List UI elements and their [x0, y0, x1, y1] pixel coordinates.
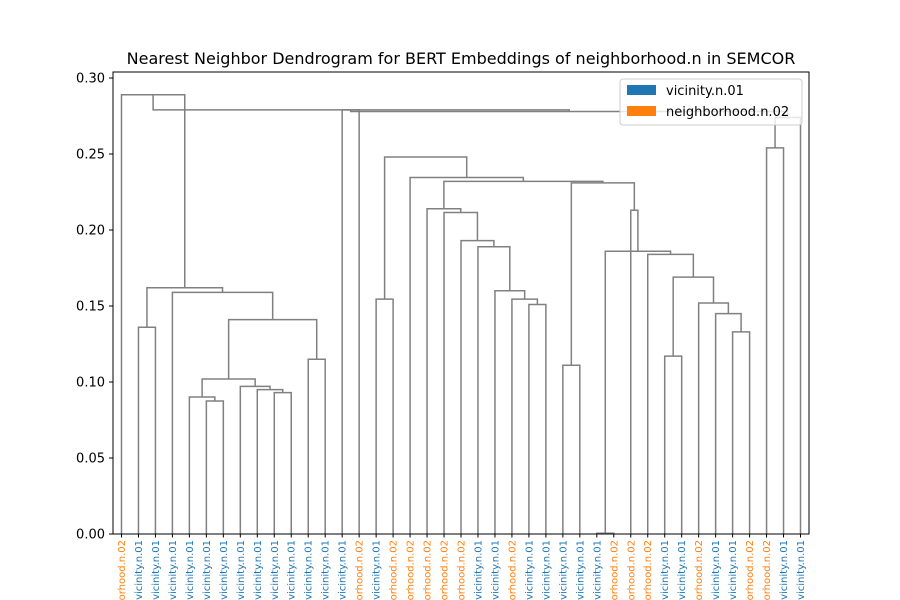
dendrogram-link-39: [152, 94, 570, 112]
leaf-label: vicinity.n.01: [711, 540, 722, 600]
leaf-label: vicinity.n.01: [541, 540, 552, 600]
legend-label: vicinity.n.01: [666, 84, 744, 99]
leaf-label: neighborhood.n.02: [745, 540, 756, 600]
legend-box: [619, 78, 803, 126]
dendrogram-link-35: [383, 156, 468, 300]
legend-swatch: [627, 106, 656, 116]
leaf-label: vicinity.n.01: [253, 540, 264, 600]
leaf-label: neighborhood.n.02: [440, 540, 451, 600]
leaf-label: vicinity.n.01: [796, 540, 807, 600]
leaf-labels: neighborhood.n.02 vicinity.n.01 vicinity.n…: [117, 534, 807, 600]
leaf-label: vicinity.n.01: [304, 540, 315, 600]
leaf-label: vicinity.n.01: [524, 540, 535, 600]
leaf-label: vicinity.n.01: [287, 540, 298, 600]
y-tick-label: 0.25: [76, 148, 105, 163]
leaf-label: vicinity.n.01: [660, 540, 671, 600]
leaf-label: vicinity.n.01: [677, 540, 688, 600]
y-tick-label: 0.20: [76, 224, 105, 239]
leaf-label: vicinity.n.01: [779, 540, 790, 600]
leaf-label: neighborhood.n.02: [457, 540, 468, 600]
y-tick-label: 0.15: [76, 300, 105, 315]
leaf-label: neighborhood.n.02: [643, 540, 654, 600]
leaf-label: vicinity.n.01: [728, 540, 739, 600]
leaf-label: vicinity.n.01: [236, 540, 247, 600]
leaf-label: neighborhood.n.02: [389, 540, 400, 600]
leaf-label: vicinity.n.01: [270, 540, 281, 600]
leaf-label: vicinity.n.01: [321, 540, 332, 600]
leaf-label: vicinity.n.01: [134, 540, 145, 600]
legend-swatch: [627, 85, 656, 95]
y-tick-label: 0.10: [76, 376, 105, 391]
leaf-label: neighborhood.n.02: [609, 540, 620, 600]
leaf-label: neighborhood.n.02: [117, 540, 128, 600]
leaf-label: neighborhood.n.02: [406, 540, 417, 600]
legend-label: neighborhood.n.02: [666, 105, 789, 120]
leaf-label: neighborhood.n.02: [507, 540, 518, 600]
leaf-label: neighborhood.n.02: [762, 540, 773, 600]
leaf-label: vicinity.n.01: [592, 540, 603, 600]
leaf-label: neighborhood.n.02: [423, 540, 434, 600]
leaf-label: vicinity.n.01: [338, 540, 349, 600]
plot-frame: [112, 71, 810, 535]
leaf-label: vicinity.n.01: [151, 540, 162, 600]
leaf-label: vicinity.n.01: [490, 540, 501, 600]
leaf-label: vicinity.n.01: [575, 540, 586, 600]
y-tick-label: 0.00: [76, 528, 105, 543]
chart-title: Nearest Neighbor Dendrogram for BERT Emb…: [127, 49, 796, 68]
leaf-label: vicinity.n.01: [219, 540, 230, 600]
y-axis: 0.00 0.05 0.10 0.15 0.20 0.25 0.30: [76, 72, 113, 543]
leaf-label: vicinity.n.01: [168, 540, 179, 600]
leaf-label: neighborhood.n.02: [626, 540, 637, 600]
legend: vicinity.n.01 neighborhood.n.02: [619, 78, 803, 126]
y-tick-label: 0.05: [76, 452, 105, 467]
leaf-label: vicinity.n.01: [473, 540, 484, 600]
leaf-label: neighborhood.n.02: [694, 540, 705, 600]
leaf-label: vicinity.n.01: [372, 540, 383, 600]
leaf-label: vicinity.n.01: [558, 540, 569, 600]
leaf-label: vicinity.n.01: [185, 540, 196, 600]
leaf-label: neighborhood.n.02: [355, 540, 366, 600]
y-tick-label: 0.30: [76, 72, 105, 87]
leaf-label: vicinity.n.01: [202, 540, 213, 600]
